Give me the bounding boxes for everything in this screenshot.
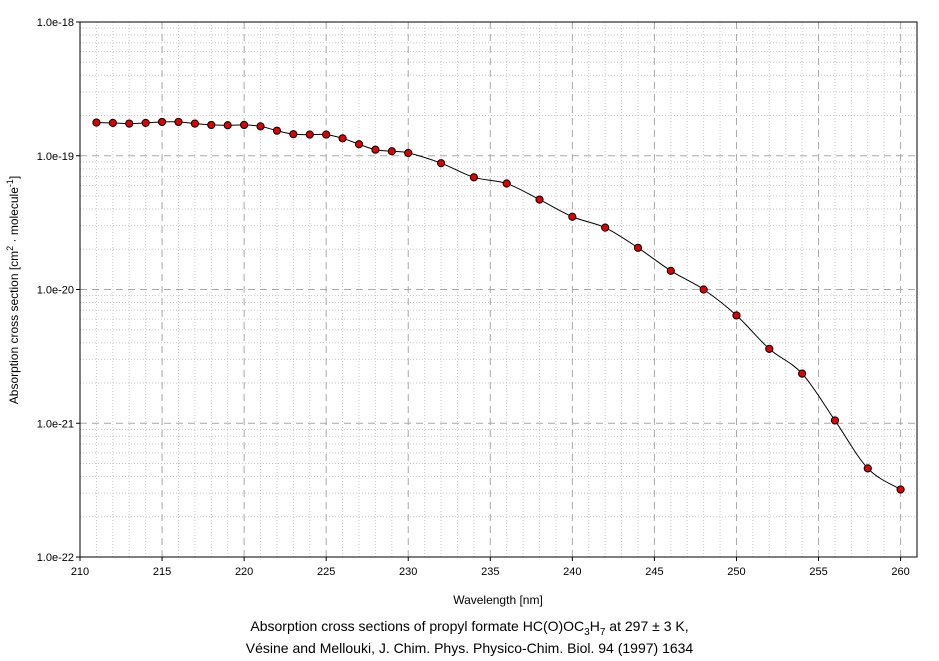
y-axis-label: Absorption cross section [cm2 · molecule… xyxy=(5,176,21,404)
data-point xyxy=(896,485,905,494)
x-tick-label: 225 xyxy=(317,566,335,578)
x-tick-label: 240 xyxy=(563,566,581,578)
data-point xyxy=(371,145,380,154)
data-point xyxy=(305,130,314,139)
data-point xyxy=(535,195,544,204)
x-tick-label: 250 xyxy=(727,566,745,578)
data-point xyxy=(387,147,396,156)
data-point xyxy=(404,148,413,158)
data-point xyxy=(502,179,511,188)
data-point xyxy=(863,464,872,473)
x-tick-label: 260 xyxy=(891,566,909,578)
data-point xyxy=(190,119,199,128)
y-tick-label: 1.0e-21 xyxy=(37,418,74,430)
data-point xyxy=(469,173,478,182)
data-point xyxy=(223,121,232,130)
x-axis-label: Wavelength [nm] xyxy=(453,593,543,607)
x-tick-label: 230 xyxy=(399,566,417,578)
data-point xyxy=(765,344,774,353)
data-point xyxy=(256,122,265,131)
x-tick-label: 245 xyxy=(645,566,663,578)
data-point xyxy=(798,369,807,378)
data-point xyxy=(240,120,249,130)
data-point xyxy=(157,117,167,127)
x-tick-label: 235 xyxy=(481,566,499,578)
x-tick-label: 215 xyxy=(153,566,171,578)
chart: 210 215 220 225 230 235 240 245 250 255 260 1.0e-2… xyxy=(5,17,918,607)
data-point xyxy=(568,212,577,221)
caption-line-1: Absorption cross sections of propyl form… xyxy=(250,618,689,638)
data-point xyxy=(92,118,101,127)
data-point xyxy=(207,120,216,130)
data-point xyxy=(338,134,347,143)
y-axis-ticks: 1.0e-22 1.0e-21 1.0e-20 1.0e-19 1.0e-18 xyxy=(37,17,80,564)
data-point xyxy=(108,118,117,128)
y-tick-label: 1.0e-18 xyxy=(37,17,74,29)
x-tick-label: 220 xyxy=(235,566,253,578)
data-point xyxy=(436,159,446,168)
data-point xyxy=(830,416,840,425)
data-point xyxy=(174,117,183,127)
data-point xyxy=(699,285,708,294)
data-point xyxy=(666,266,675,275)
data-point xyxy=(272,126,282,135)
data-point xyxy=(322,130,331,139)
data-point xyxy=(289,130,298,139)
data-point xyxy=(125,119,134,128)
x-tick-label: 255 xyxy=(809,566,827,578)
series-points xyxy=(92,117,905,494)
data-point xyxy=(732,311,741,320)
data-point xyxy=(601,223,610,232)
data-point xyxy=(354,140,364,149)
y-tick-label: 1.0e-20 xyxy=(37,285,74,297)
grid-major xyxy=(80,22,917,557)
data-point xyxy=(633,243,643,252)
x-tick-label: 210 xyxy=(71,566,89,578)
y-tick-label: 1.0e-19 xyxy=(37,151,74,163)
x-axis-ticks: 210 215 220 225 230 235 240 245 250 255 260 xyxy=(71,557,910,578)
data-point xyxy=(141,118,150,128)
caption-line-2: Vésine and Mellouki, J. Chim. Phys. Phys… xyxy=(245,640,694,656)
y-tick-label: 1.0e-22 xyxy=(37,552,74,564)
